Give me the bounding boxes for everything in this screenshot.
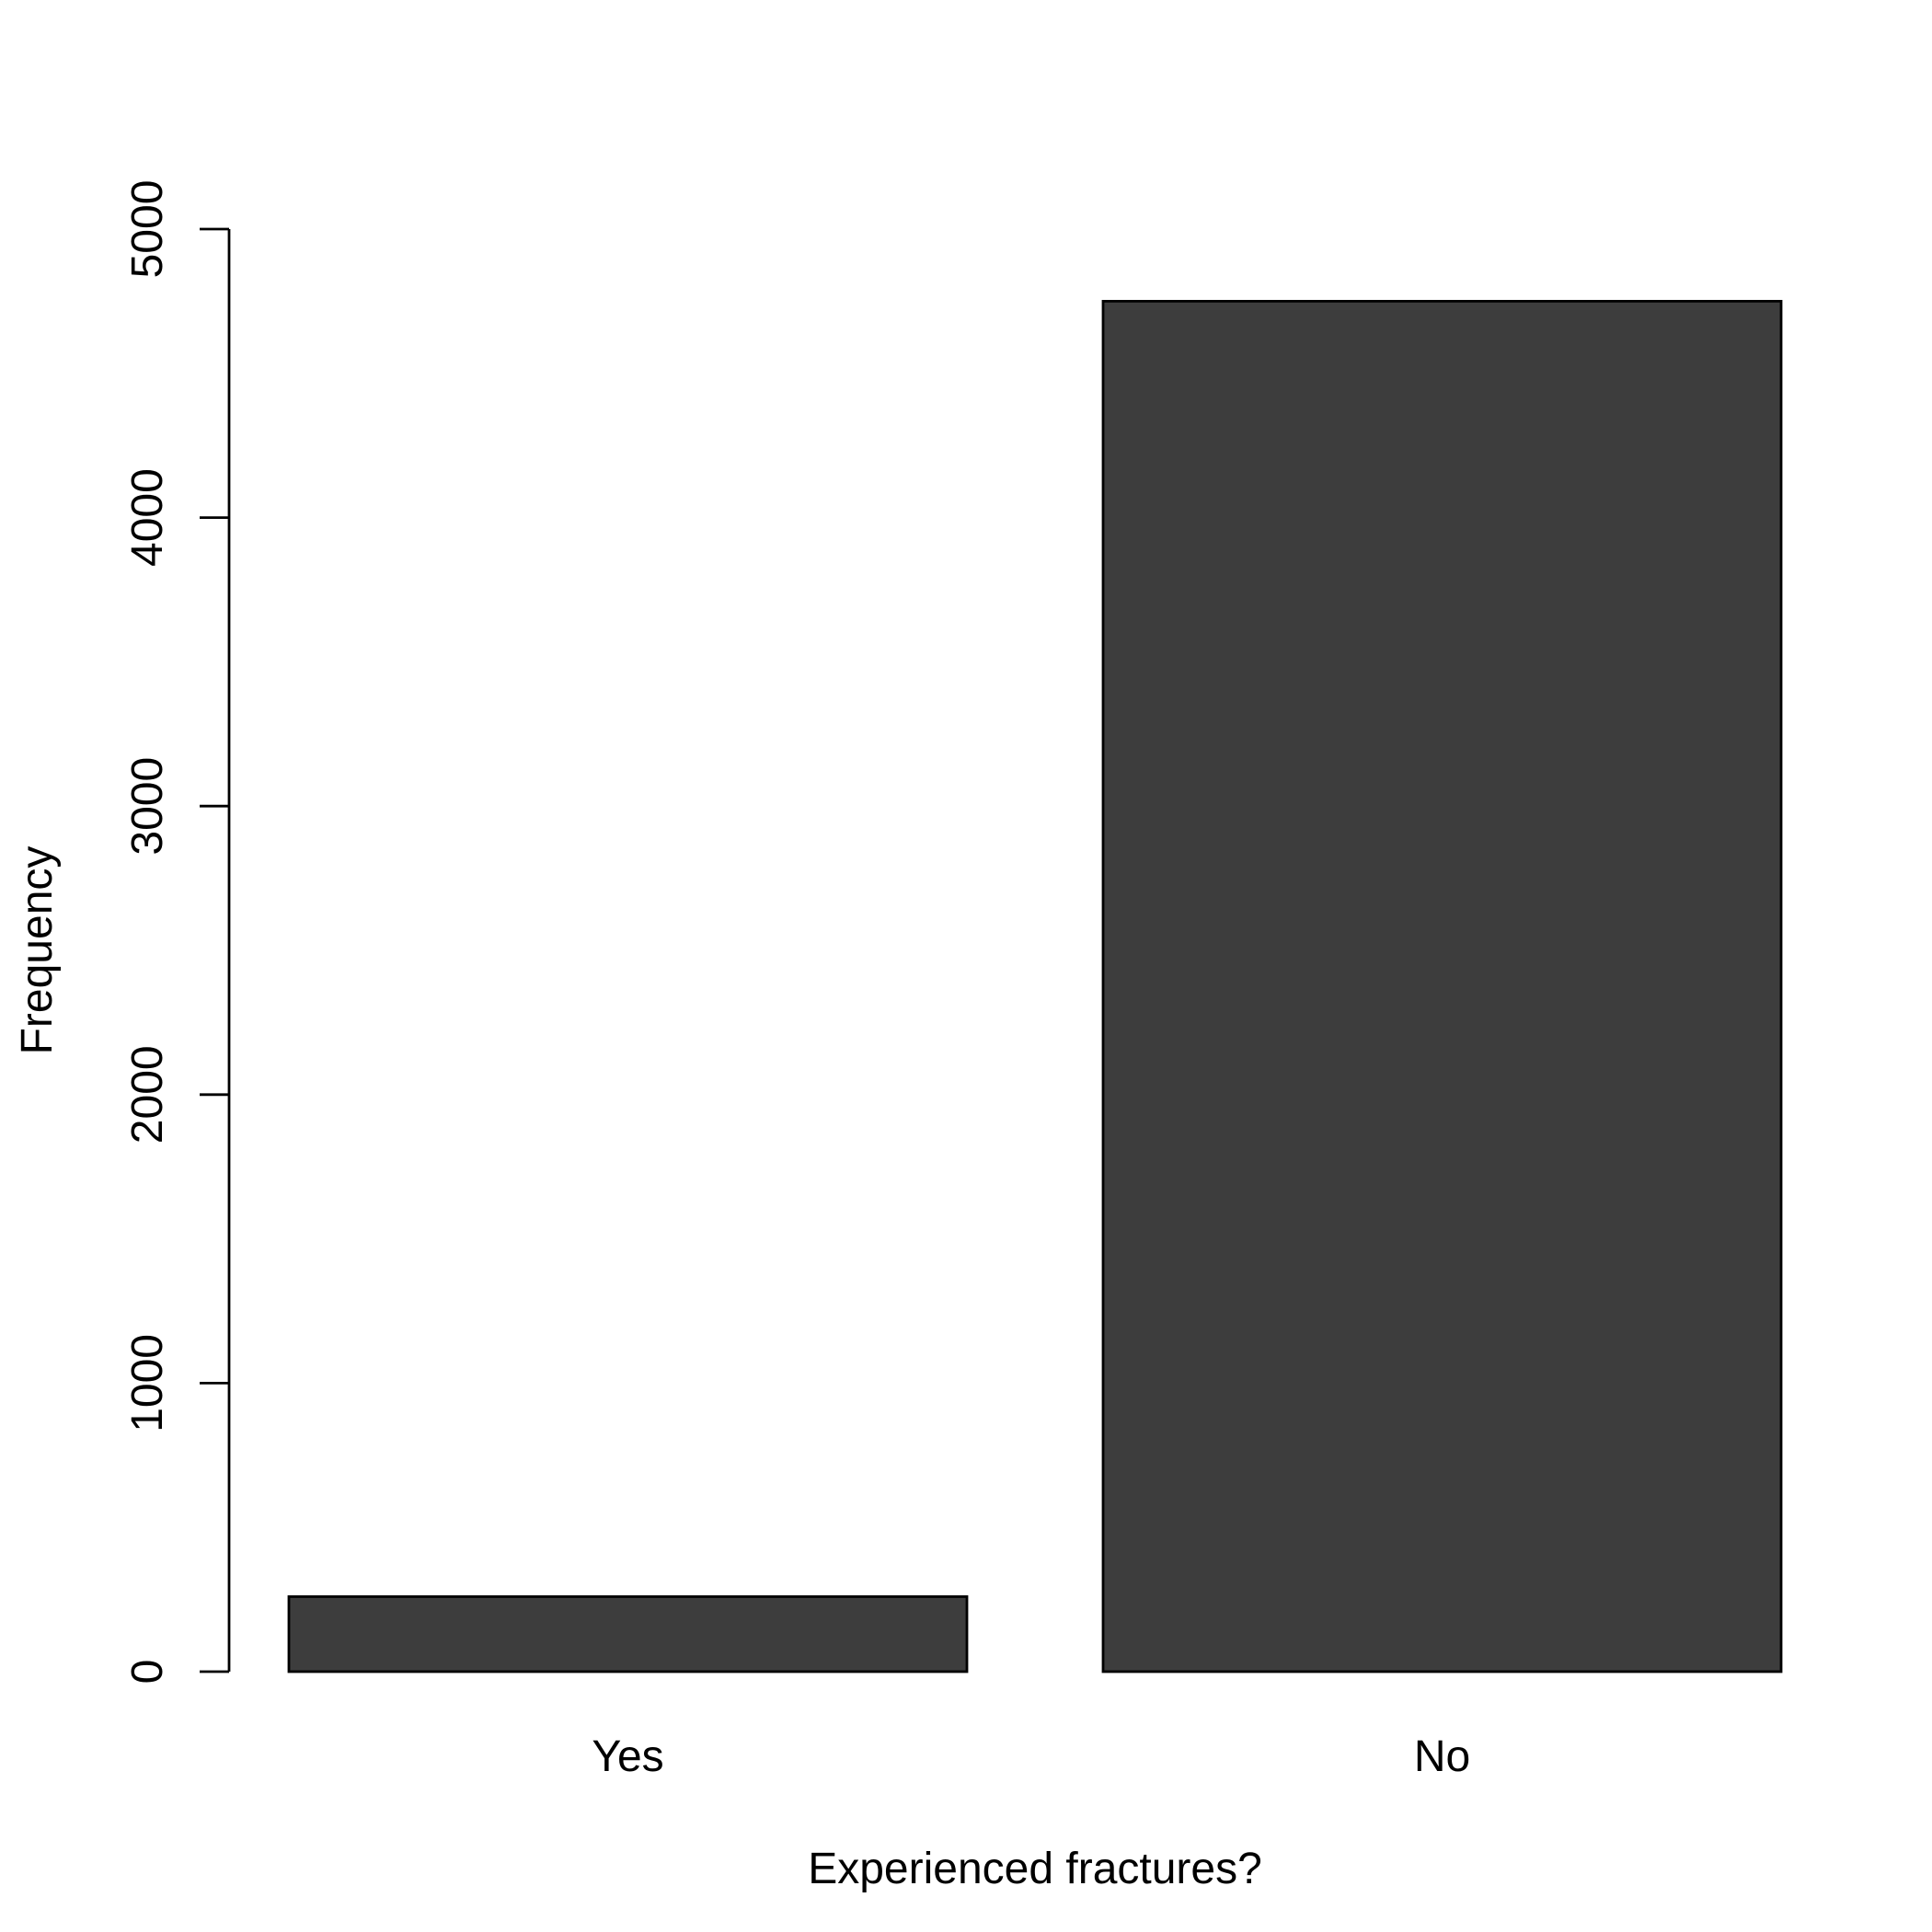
x-category-label-no: No [1414,1732,1470,1781]
y-tick-label: 5000 [123,180,172,279]
y-tick-label: 3000 [123,757,172,856]
y-tick-label: 4000 [123,468,172,567]
y-tick-label: 2000 [123,1045,172,1144]
bar-yes [287,1595,969,1673]
x-category-labels: Yes No [592,1732,1470,1781]
y-axis-title: Frequency [13,846,62,1055]
y-axis: 0 1000 2000 3000 4000 5000 [123,180,231,1685]
y-tick-label: 0 [123,1660,172,1685]
y-tick-label: 1000 [123,1334,172,1432]
bar-no [1101,299,1783,1673]
bars-layer [287,299,1783,1673]
x-category-label-yes: Yes [592,1732,663,1781]
x-axis-title: Experienced fractures? [808,1845,1262,1893]
